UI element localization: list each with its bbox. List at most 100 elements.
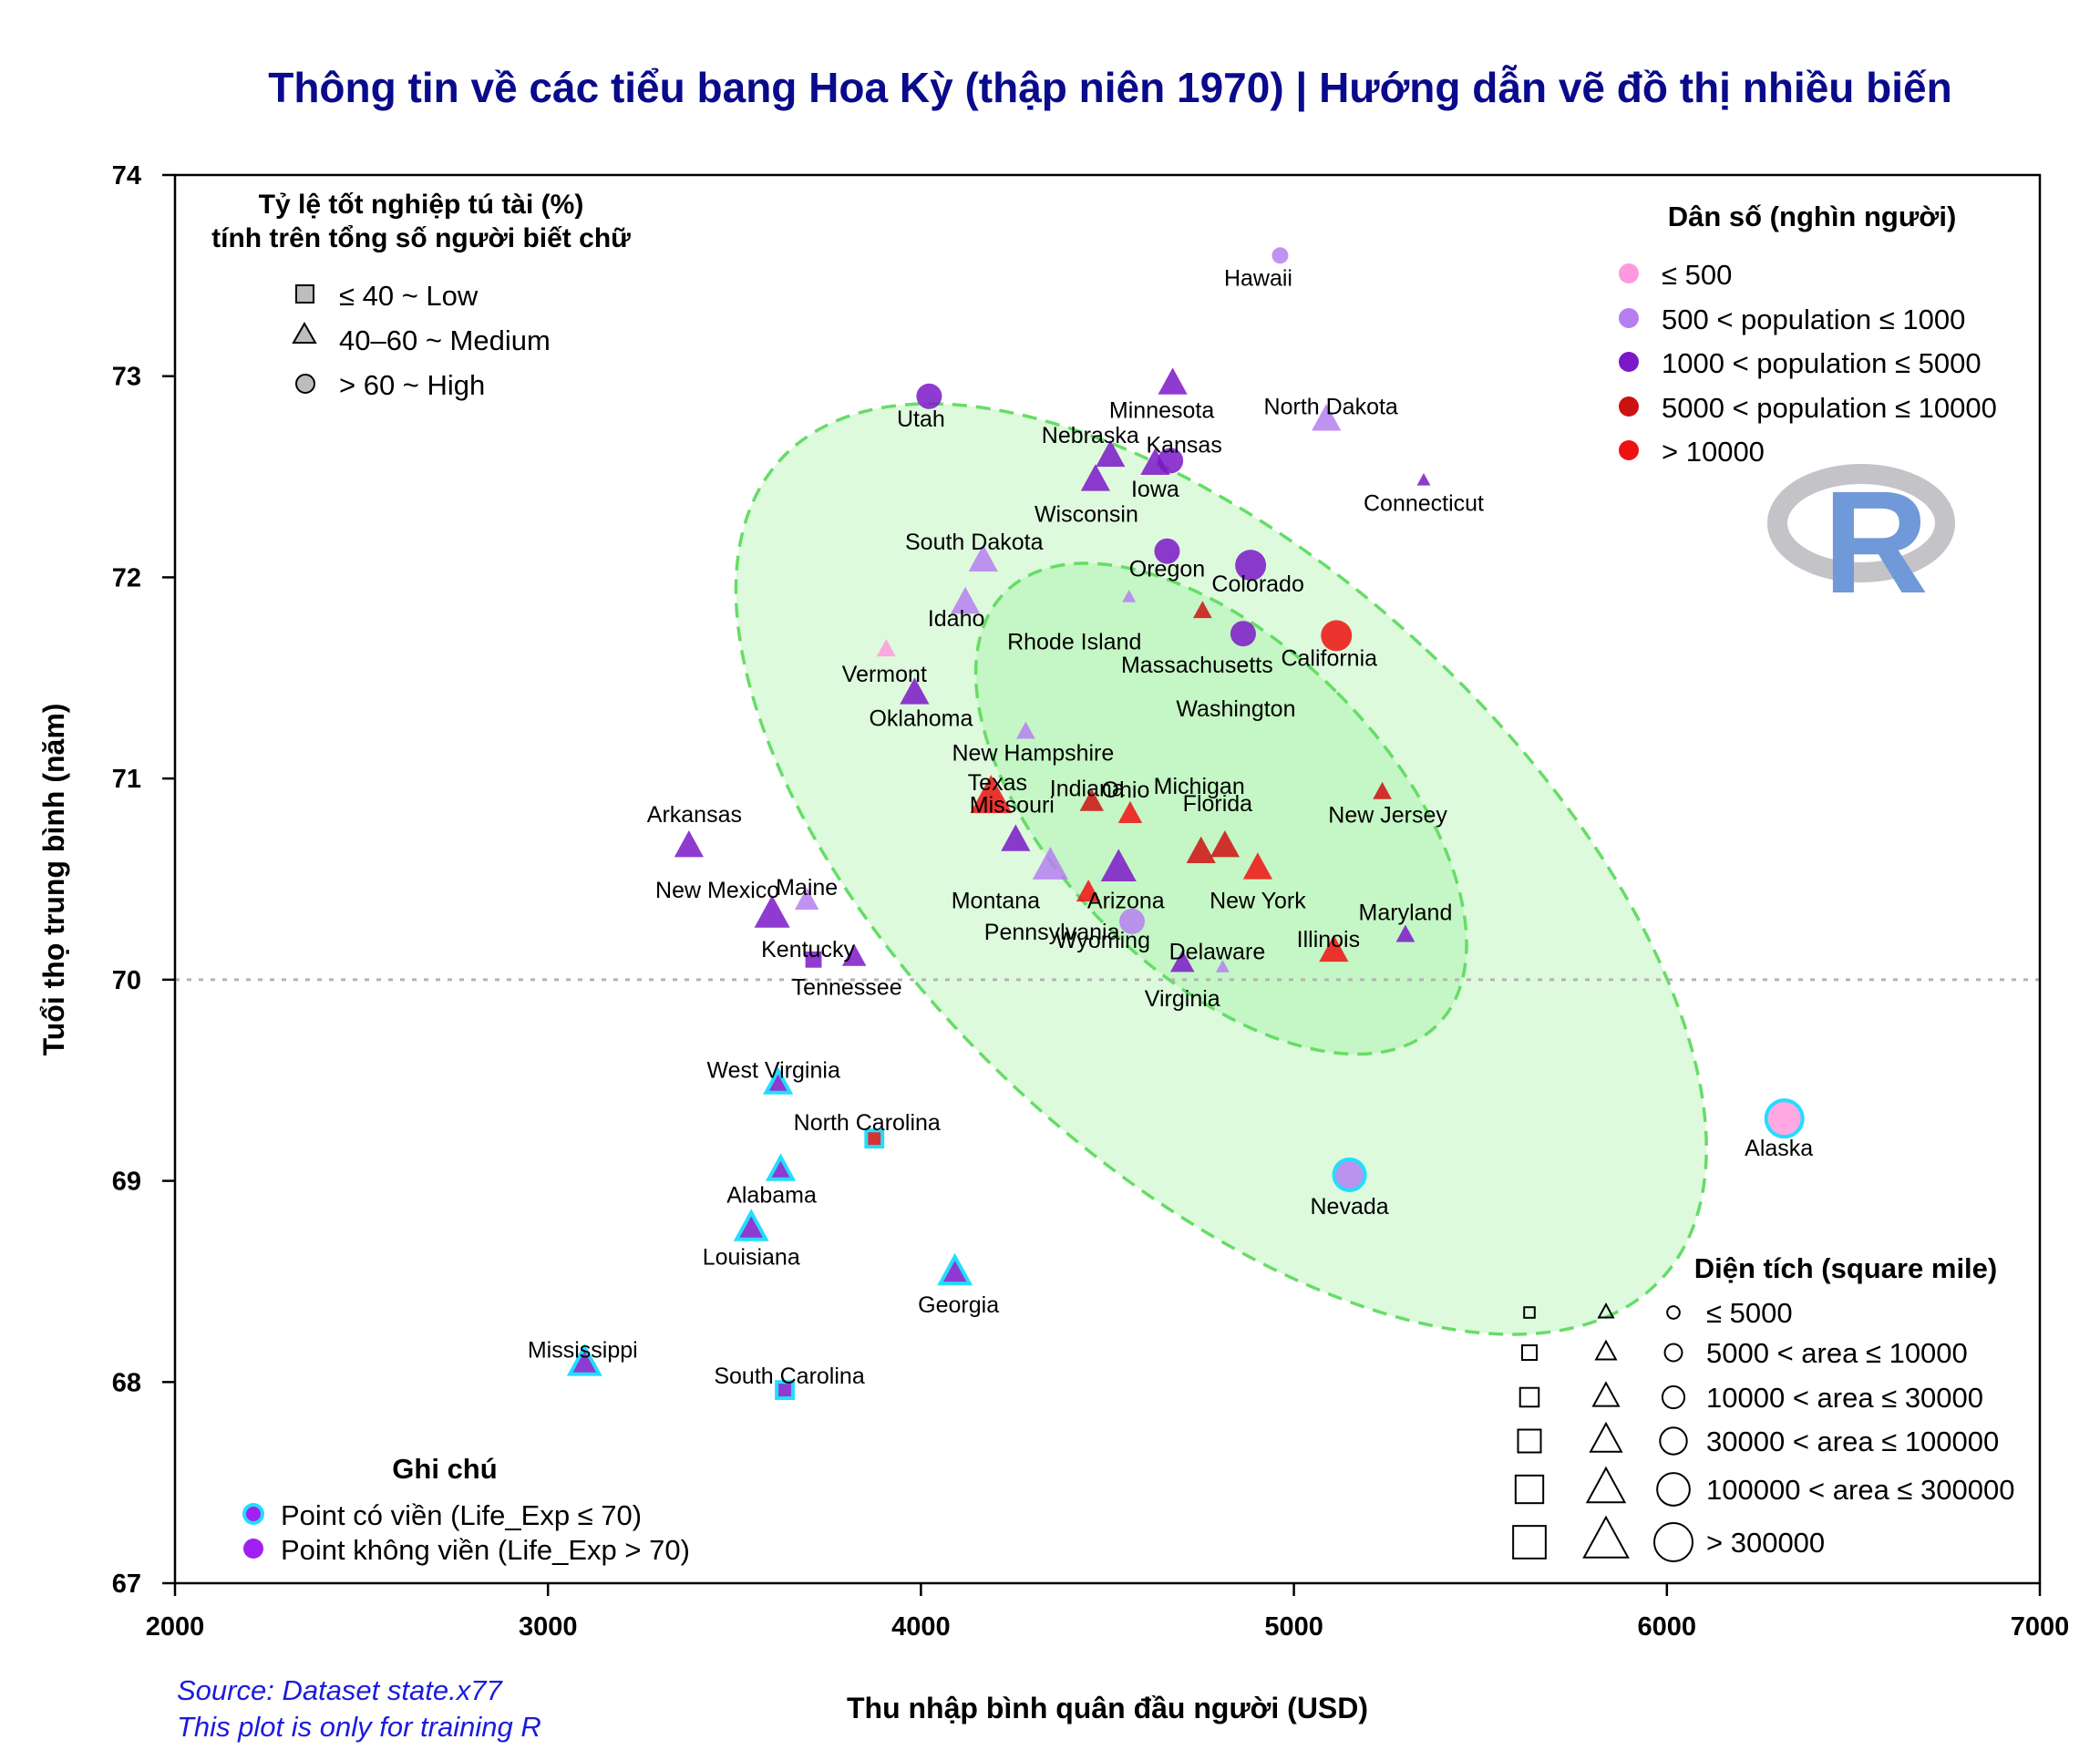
legend-grad-triangle-icon	[292, 321, 317, 344]
label-kentucky: Kentucky	[761, 937, 855, 962]
point-colorado	[1235, 550, 1267, 582]
y-tick-label-74: 74	[112, 161, 141, 190]
y-axis-label: Tuổi thọ trung bình (năm)	[37, 704, 70, 1056]
label-iowa: Iowa	[1131, 477, 1179, 502]
point-vermont	[876, 639, 896, 657]
point-wyoming	[1119, 908, 1146, 934]
legend-pop-swatch-5	[1619, 440, 1639, 460]
label-connecticut: Connecticut	[1364, 490, 1484, 516]
point-new-jersey	[1373, 781, 1392, 799]
label-colorado: Colorado	[1211, 571, 1303, 597]
label-arizona: Arizona	[1087, 888, 1165, 913]
point-hawaii	[1271, 247, 1289, 264]
point-indiana	[1079, 788, 1105, 811]
legend-note-plain-icon	[243, 1539, 263, 1559]
legend-pop-label-1: ≤ 500	[1662, 259, 1732, 291]
legend-area-label-1: ≤ 5000	[1706, 1297, 1793, 1329]
x-tick-label-7000: 7000	[2011, 1612, 2070, 1642]
point-oklahoma	[900, 677, 930, 705]
point-michigan	[1186, 836, 1216, 863]
x-tick-label-6000: 6000	[1638, 1612, 1697, 1642]
y-tick-label-67: 67	[112, 1570, 141, 1599]
point-missouri	[1001, 824, 1031, 851]
point-ohio	[1117, 800, 1143, 824]
point-north-dakota	[1312, 404, 1342, 431]
legend-area-square-2	[1520, 1343, 1539, 1362]
label-wyoming: Wyoming	[1055, 928, 1150, 953]
point-wisconsin	[1080, 464, 1111, 491]
point-oregon	[1154, 538, 1180, 564]
ellipse-layer	[734, 402, 1708, 1336]
point-california	[1321, 620, 1353, 652]
point-new-mexico	[754, 895, 790, 928]
legend-grad-label-low: ≤ 40 ~ Low	[339, 280, 479, 312]
point-tennessee	[841, 943, 867, 966]
label-virginia: Virginia	[1145, 986, 1220, 1012]
legend-area-title: Diện tích (square mile)	[1694, 1252, 1997, 1284]
r-logo: R	[1767, 460, 1955, 623]
label-michigan: Michigan	[1154, 774, 1245, 799]
point-nevada	[1332, 1157, 1367, 1192]
label-new-hampshire: New Hampshire	[952, 740, 1114, 766]
source-line-2: This plot is only for training R	[177, 1711, 541, 1743]
label-hawaii: Hawaii	[1224, 265, 1292, 291]
legend-area-triangle-3	[1591, 1381, 1621, 1407]
point-texas	[970, 775, 1013, 814]
legend-pop-label-3: 1000 < population ≤ 5000	[1662, 347, 1982, 379]
label-rhode-island: Rhode Island	[1007, 630, 1141, 655]
label-maine: Maine	[776, 875, 838, 901]
point-illinois	[1319, 934, 1349, 962]
legend-grad-circle-icon	[295, 374, 315, 394]
label-nevada: Nevada	[1310, 1194, 1388, 1220]
label-utah: Utah	[897, 407, 945, 432]
y-tick-label-70: 70	[112, 966, 141, 995]
legend-area-square-6	[1512, 1525, 1547, 1560]
point-georgia	[937, 1252, 973, 1286]
label-florida: Florida	[1183, 791, 1253, 817]
legend-pop-label-5: > 10000	[1662, 436, 1765, 468]
point-massachusetts	[1192, 601, 1212, 619]
legend-pop-swatch-1	[1619, 263, 1639, 283]
legend-area-triangle-1	[1597, 1302, 1615, 1319]
point-kentucky	[805, 951, 822, 968]
label-west-virginia: West Virginia	[706, 1058, 839, 1084]
label-indiana: Indiana	[1050, 777, 1125, 802]
point-new-york	[1242, 852, 1273, 880]
point-washington	[1230, 621, 1256, 647]
legend-area-circle-6	[1653, 1522, 1693, 1562]
legend-area-square-1	[1523, 1306, 1536, 1319]
legend-area-square-3	[1518, 1386, 1540, 1408]
legend-grad-title-1: Tỷ lệ tốt nghiệp tú tài (%)	[259, 190, 584, 220]
label-maryland: Maryland	[1359, 900, 1453, 925]
point-florida	[1210, 829, 1240, 858]
label-arkansas: Arkansas	[647, 802, 742, 828]
label-oklahoma: Oklahoma	[869, 705, 973, 731]
legend-graduation: Tỷ lệ tốt nghiệp tú tài (%) tính trên tổ…	[211, 190, 631, 401]
label-alaska: Alaska	[1745, 1136, 1813, 1161]
legend-grad-label-high: > 60 ~ High	[339, 369, 485, 401]
legend-pop-swatch-2	[1619, 308, 1639, 328]
point-new-hampshire	[1016, 721, 1035, 739]
point-pennsylvania	[1076, 879, 1101, 902]
labels-layer: Alabama Alaska Arizona Arkansas California Co…	[528, 265, 1813, 1389]
legend-area-square-4	[1517, 1428, 1542, 1454]
legend-area-circle-2	[1663, 1343, 1683, 1363]
legend-pop-title: Dân số (nghìn người)	[1668, 201, 1957, 232]
y-tick-label-73: 73	[112, 363, 141, 392]
label-south-dakota: South Dakota	[905, 530, 1044, 555]
y-tick-label-69: 69	[112, 1168, 141, 1197]
legend-pop-label-2: 500 < population ≤ 1000	[1662, 304, 1965, 335]
point-minnesota	[1158, 367, 1188, 395]
legend-area-label-6: > 300000	[1706, 1527, 1825, 1559]
r-logo-ring	[1767, 464, 1955, 582]
label-ohio: Ohio	[1102, 777, 1150, 803]
point-maryland	[1395, 924, 1415, 942]
label-oregon: Oregon	[1129, 557, 1205, 582]
legend-area-label-4: 30000 < area ≤ 100000	[1706, 1426, 1999, 1457]
x-axis-label: Thu nhập bình quân đầu người (USD)	[847, 1692, 1368, 1724]
label-kansas: Kansas	[1146, 432, 1221, 458]
label-california: California	[1281, 645, 1377, 671]
label-texas: Texas	[968, 770, 1027, 796]
point-arkansas	[674, 829, 704, 858]
